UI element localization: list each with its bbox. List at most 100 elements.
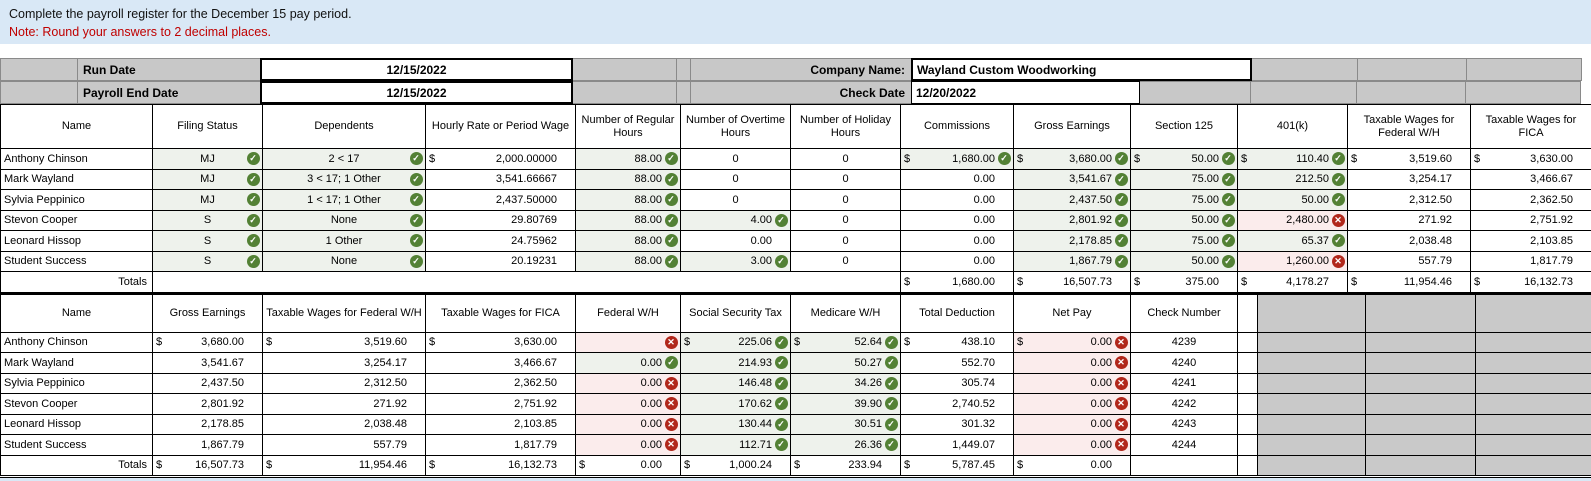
- t1-401k-cell[interactable]: $110.40 ✓: [1237, 148, 1348, 170]
- t2-net-pay-cell[interactable]: 0.00 ✕: [1013, 434, 1131, 456]
- t1-401k-cell[interactable]: 2,480.00 ✕: [1237, 209, 1348, 231]
- t2-net-pay-cell[interactable]: $0.00 ✕: [1013, 331, 1131, 353]
- t1-dependents-cell[interactable]: None ✓: [262, 250, 426, 272]
- t2-federal-wh-cell[interactable]: 0.00 ✕: [575, 413, 681, 435]
- payroll-end-date-value[interactable]: 12/15/2022: [260, 81, 573, 104]
- t1-overtime-hours-cell[interactable]: 4.00 ✓: [680, 209, 791, 231]
- t1-regular-hours-cell[interactable]: 88.00 ✓: [575, 250, 681, 272]
- cell-text: 301.32: [961, 418, 995, 431]
- icon-slot: ✓: [772, 213, 790, 227]
- spacer-cell: [1357, 58, 1467, 81]
- x-icon: ✕: [664, 417, 678, 431]
- cell-content: 50.27 ✓: [792, 356, 900, 370]
- spacer-column-cell: [1237, 331, 1258, 353]
- t2-medicare-wh-cell[interactable]: 34.26 ✓: [790, 372, 901, 394]
- company-name-value[interactable]: Wayland Custom Woodworking: [911, 58, 1252, 81]
- t2-net-pay-cell[interactable]: 0.00 ✕: [1013, 352, 1131, 374]
- t2-social-security-tax-cell[interactable]: 214.93 ✓: [680, 352, 791, 374]
- cell-text: 2,178.85: [201, 418, 244, 431]
- t1-regular-hours-cell[interactable]: 88.00 ✓: [575, 148, 681, 170]
- t1-dependents-cell[interactable]: 1 Other ✓: [262, 230, 426, 252]
- check-icon: ✓: [246, 254, 260, 268]
- t1-filing-status-cell[interactable]: S ✓: [152, 250, 263, 272]
- t2-social-security-tax-cell[interactable]: 170.62 ✓: [680, 393, 791, 415]
- cell-content: 1 Other ✓: [264, 234, 425, 248]
- t1-commissions-cell[interactable]: $1,680.00 ✓: [900, 148, 1014, 170]
- t2-federal-wh-cell[interactable]: 0.00 ✕: [575, 434, 681, 456]
- t1-filing-status-cell[interactable]: MJ ✓: [152, 148, 263, 170]
- t1-regular-hours-cell[interactable]: 88.00 ✓: [575, 209, 681, 231]
- t2-medicare-wh-cell[interactable]: 50.27 ✓: [790, 352, 901, 374]
- t1-regular-hours-cell[interactable]: 88.00 ✓: [575, 189, 681, 211]
- t1-section-125-cell[interactable]: $50.00 ✓: [1130, 148, 1238, 170]
- t2-federal-wh-cell[interactable]: ✕: [575, 331, 681, 353]
- t2-federal-wh-cell[interactable]: 0.00 ✕: [575, 372, 681, 394]
- cell-text: Mark Wayland: [4, 173, 74, 186]
- t1-dependents-cell[interactable]: None ✓: [262, 209, 426, 231]
- t1-filing-status-cell[interactable]: MJ ✓: [152, 189, 263, 211]
- t2-federal-wh-cell[interactable]: 0.00 ✕: [575, 393, 681, 415]
- check-date-value[interactable]: 12/20/2022: [911, 81, 1140, 104]
- t1-401k-cell[interactable]: 65.37 ✓: [1237, 230, 1348, 252]
- run-date-value[interactable]: 12/15/2022: [260, 58, 573, 81]
- t2-net-pay-cell[interactable]: 0.00 ✕: [1013, 413, 1131, 435]
- t1-dependents-cell[interactable]: 2 < 17 ✓: [262, 148, 426, 170]
- check-icon: ✓: [774, 356, 788, 370]
- t1-401k-cell[interactable]: 212.50 ✓: [1237, 168, 1348, 190]
- t1-filing-status-cell[interactable]: S ✓: [152, 230, 263, 252]
- t2-name-cell: Mark Wayland: [0, 352, 153, 374]
- t2-medicare-wh-cell[interactable]: 39.90 ✓: [790, 393, 901, 415]
- t2-social-security-tax-cell[interactable]: 146.48 ✓: [680, 372, 791, 394]
- icon-slot: ✓: [244, 234, 262, 248]
- icon-slot: ✕: [1112, 417, 1130, 431]
- cell-text: 2,801.92: [201, 397, 244, 410]
- t2-medicare-wh-cell[interactable]: $52.64 ✓: [790, 331, 901, 353]
- cell-text: 16,507.73: [195, 459, 244, 471]
- t1-regular-hours-cell[interactable]: 88.00 ✓: [575, 168, 681, 190]
- t2-net-pay-cell[interactable]: 0.00 ✕: [1013, 372, 1131, 394]
- t1-filing-status-cell[interactable]: MJ ✓: [152, 168, 263, 190]
- icon-slot: ✓: [244, 172, 262, 186]
- t1-section-125-cell[interactable]: 75.00 ✓: [1130, 230, 1238, 252]
- t1-section-125-cell[interactable]: 75.00 ✓: [1130, 168, 1238, 190]
- t1-regular-hours-cell[interactable]: 88.00 ✓: [575, 230, 681, 252]
- t2-net-pay-cell[interactable]: 0.00 ✕: [1013, 393, 1131, 415]
- dollar-sign: $: [904, 152, 911, 165]
- t2-medicare-wh-cell[interactable]: 30.51 ✓: [790, 413, 901, 435]
- t1-dependents-cell[interactable]: 3 < 17; 1 Other ✓: [262, 168, 426, 190]
- t1-gross-earnings-cell[interactable]: 1,867.79 ✓: [1013, 250, 1131, 272]
- t2-social-security-tax-cell[interactable]: $225.06 ✓: [680, 331, 791, 353]
- t2-total-deduction-cell: 2,740.52: [900, 393, 1014, 415]
- t2-federal-wh-cell[interactable]: 0.00 ✓: [575, 352, 681, 374]
- t1-gross-earnings-cell[interactable]: 3,541.67 ✓: [1013, 168, 1131, 190]
- cell-text: 0: [842, 173, 849, 186]
- t1-401k-cell[interactable]: 50.00 ✓: [1237, 189, 1348, 211]
- cell-text: 1,867.79: [201, 438, 244, 451]
- dollar-sign: $: [266, 459, 273, 471]
- t1-gross-earnings-cell[interactable]: $3,680.00 ✓: [1013, 148, 1131, 170]
- t1-section-125-cell[interactable]: 50.00 ✓: [1130, 250, 1238, 272]
- spacer-cell: [676, 58, 691, 81]
- t1-section-125-cell[interactable]: 75.00 ✓: [1130, 189, 1238, 211]
- t2-totals-label-cell: Totals: [0, 454, 153, 478]
- cell-content: 0: [792, 173, 900, 186]
- t2-taxable-wages-federal-wh-cell: 3,254.17: [262, 352, 426, 374]
- t2-medicare-wh-cell[interactable]: 26.36 ✓: [790, 434, 901, 456]
- t2-social-security-tax-cell[interactable]: 112.71 ✓: [680, 434, 791, 456]
- cell-content: 1,449.07: [902, 439, 1013, 451]
- t1-hourly-rate-or-period-wage-cell: 3,541.66667: [425, 168, 576, 190]
- t1-gross-earnings-cell[interactable]: 2,437.50 ✓: [1013, 189, 1131, 211]
- t1-gross-earnings-cell[interactable]: 2,178.85 ✓: [1013, 230, 1131, 252]
- t1-dependents-cell[interactable]: 1 < 17; 1 Other ✓: [262, 189, 426, 211]
- icon-slot: ✓: [662, 193, 680, 207]
- t1-filing-status-cell[interactable]: S ✓: [152, 209, 263, 231]
- t1-overtime-hours-cell[interactable]: 3.00 ✓: [680, 250, 791, 272]
- t1-401k-cell[interactable]: 1,260.00 ✕: [1237, 250, 1348, 272]
- t1-gross-earnings-cell[interactable]: 2,801.92 ✓: [1013, 209, 1131, 231]
- t2-header-check-number: Check Number: [1130, 293, 1238, 333]
- cell-text: Leonard Hissop: [4, 234, 82, 247]
- cell-content: 50.00 ✓: [1132, 213, 1237, 227]
- t1-section-125-cell[interactable]: 50.00 ✓: [1130, 209, 1238, 231]
- cell-content: 146.48 ✓: [682, 376, 790, 390]
- t2-social-security-tax-cell[interactable]: 130.44 ✓: [680, 413, 791, 435]
